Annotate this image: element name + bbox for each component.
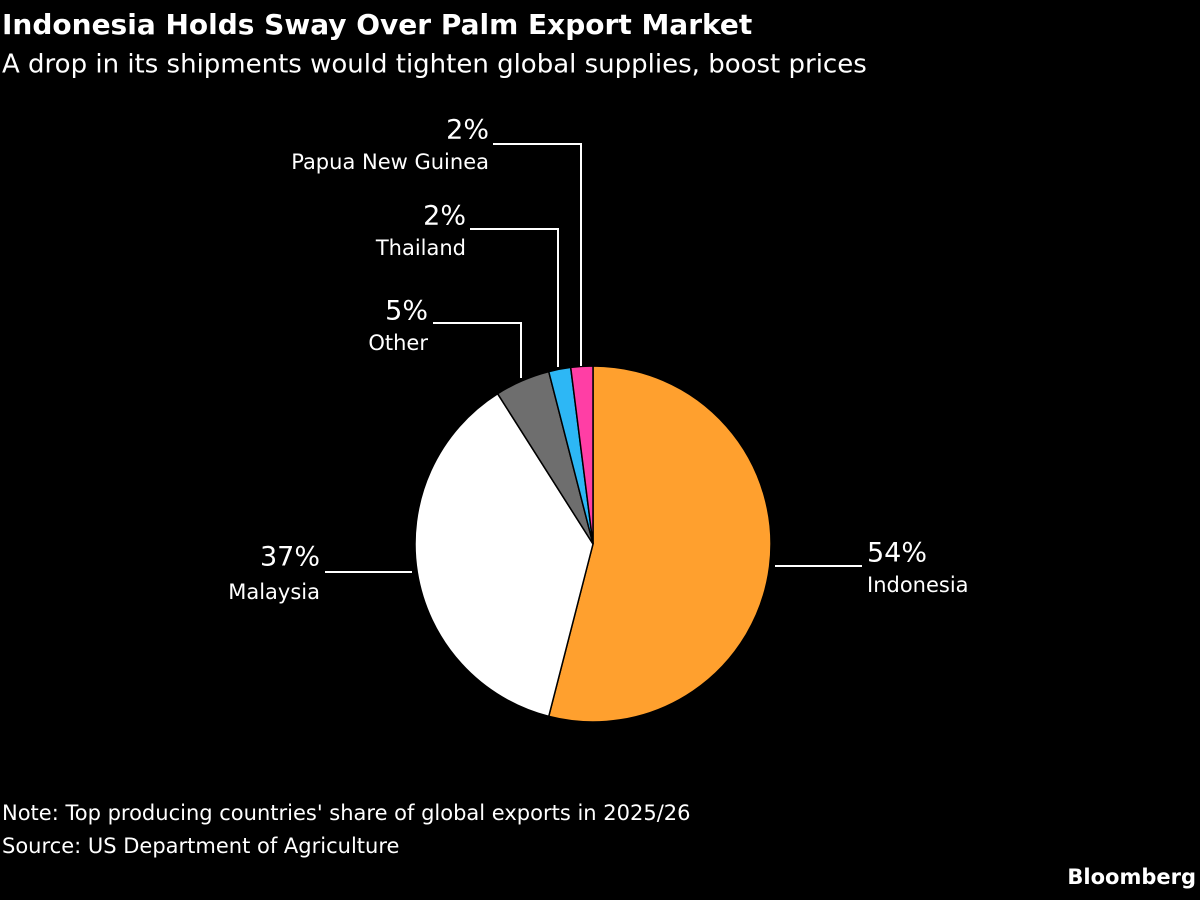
value-label: 2% <box>423 201 466 232</box>
note: Note: Top producing countries' share of … <box>2 801 691 825</box>
category-label: Other <box>368 331 428 355</box>
pie-slice <box>547 365 772 723</box>
category-label: Indonesia <box>867 573 969 597</box>
pie-slice <box>569 365 594 545</box>
category-label: Malaysia <box>228 580 320 604</box>
chart-subtitle: A drop in its shipments would tighten gl… <box>2 50 867 80</box>
value-label: 2% <box>446 115 489 146</box>
value-label: 54% <box>867 538 927 569</box>
category-label: Papua New Guinea <box>291 150 489 174</box>
leader-line <box>433 322 522 378</box>
source: Source: US Department of Agriculture <box>2 834 399 858</box>
leader-line <box>470 228 559 367</box>
chart-title: Indonesia Holds Sway Over Palm Export Ma… <box>2 8 752 41</box>
value-label: 5% <box>385 296 428 327</box>
leader-line <box>493 143 582 366</box>
credit: Bloomberg <box>1067 865 1196 889</box>
category-label: Thailand <box>375 236 466 260</box>
value-label: 37% <box>260 542 320 573</box>
